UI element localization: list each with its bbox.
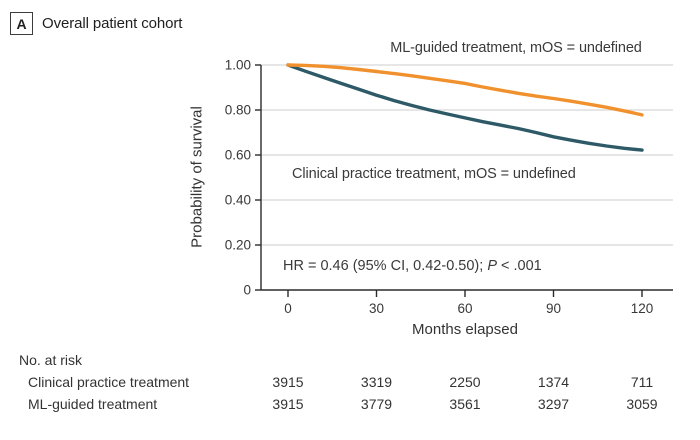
- risk-value: 3779: [360, 396, 393, 412]
- x-axis-label: Months elapsed: [412, 321, 518, 338]
- ml-guided-curve-label: ML-guided treatment, mOS = undefined: [390, 40, 642, 56]
- risk-value: 711: [630, 374, 654, 390]
- x-tick-label: 0: [284, 301, 292, 316]
- hazard-ratio-annotation: HR = 0.46 (95% CI, 0.42-0.50); P < .001: [283, 258, 542, 274]
- x-tick-label: 90: [546, 301, 561, 316]
- risk-value: 3915: [272, 374, 304, 390]
- risk-table-title: No. at risk: [19, 352, 83, 368]
- clinical-practice-curve: [286, 63, 644, 152]
- x-tick-label: 120: [631, 301, 654, 316]
- risk-table-row: ML-guided treatment 3915 3779 3561 3297 3059: [0, 396, 700, 412]
- risk-value: 2250: [449, 374, 481, 390]
- y-tick-label: 0.20: [225, 238, 251, 253]
- x-tick-label: 60: [457, 301, 472, 316]
- y-tick-label: 0.80: [225, 103, 251, 118]
- risk-value: 3915: [272, 396, 304, 412]
- y-tick-label: 0.60: [225, 148, 251, 163]
- y-tick-label: 0.40: [225, 193, 251, 208]
- risk-value: 3059: [626, 396, 658, 412]
- panel-label-box: A: [10, 12, 33, 35]
- y-tick-label: 0: [243, 283, 251, 298]
- risk-value: 3319: [360, 374, 393, 390]
- risk-value: 3561: [449, 396, 481, 412]
- risk-value: 1374: [537, 374, 570, 390]
- panel-title: Overall patient cohort: [42, 15, 183, 32]
- y-axis-label: Probability of survival: [188, 106, 206, 248]
- panel-label: A: [16, 15, 27, 32]
- x-tick-label: 30: [369, 301, 384, 316]
- risk-table-row: Clinical practice treatment 3915 3319 2250…: [0, 374, 700, 390]
- risk-row-label: Clinical practice treatment: [28, 374, 190, 390]
- p-symbol: P: [487, 258, 497, 274]
- panel-header: A Overall patient cohort: [10, 12, 182, 35]
- hr-text: HR = 0.46 (95% CI, 0.42-0.50);: [283, 258, 488, 274]
- ml-guided-curve: [286, 63, 644, 117]
- p-value: < .001: [496, 258, 542, 274]
- y-tick-label: 1.00: [225, 58, 251, 73]
- risk-row-label: ML-guided treatment: [28, 396, 158, 412]
- clinical-practice-curve-label: Clinical practice treatment, mOS = undef…: [292, 166, 576, 182]
- risk-value: 3297: [537, 396, 570, 412]
